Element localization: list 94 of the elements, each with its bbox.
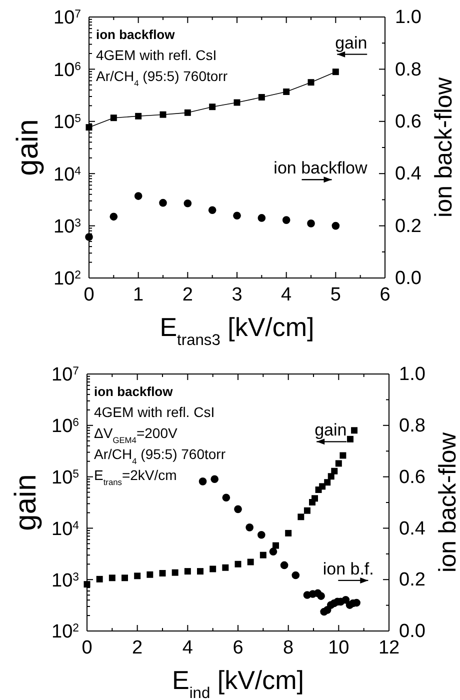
x-tick-label: 2 [182, 284, 193, 306]
x-tick-label: 6 [232, 637, 244, 658]
point [146, 571, 154, 578]
point [298, 514, 304, 520]
y-tick-label: 10$^{4}$ [52, 518, 79, 540]
point [234, 99, 240, 106]
x-tick-label: 5 [330, 284, 341, 306]
y-tick-label: 10$^{4}$ [54, 164, 81, 186]
legend-label: gain [335, 33, 368, 52]
y2-axis-title: ion back-flow [434, 432, 460, 573]
point [304, 507, 310, 514]
y2-tick-label: 1.0 [399, 364, 426, 386]
x-axis-title: E$_{trans3}$ [kV/cm] [160, 312, 314, 348]
y-tick-label: 10$^{6}$ [52, 416, 79, 438]
point [247, 558, 254, 566]
point [351, 427, 358, 434]
point [258, 94, 265, 101]
point [332, 68, 339, 76]
y2-tick-label: 0.6 [395, 111, 422, 132]
point [84, 581, 90, 588]
point [122, 574, 128, 582]
point [324, 479, 331, 486]
point [184, 109, 191, 116]
point [335, 460, 342, 467]
x-tick-label: 1 [133, 284, 144, 306]
annotation: Ar/CH$_{4}$ (95:5) 760torr [94, 446, 226, 466]
point [222, 564, 229, 571]
x-tick-label: 6 [380, 284, 390, 306]
point [172, 569, 178, 576]
y-axis-title: gain [10, 474, 42, 531]
point [285, 530, 292, 536]
point [210, 566, 216, 572]
point [308, 79, 314, 86]
series-label: gain [314, 420, 347, 440]
y-tick-label: 10$^{2}$ [54, 268, 81, 290]
annotation: ΔV$_{GEM4}$=200V [94, 425, 178, 445]
y-tick-label: 10$^{5}$ [54, 112, 81, 134]
text: ion backflow [94, 384, 174, 399]
x-tick-label: 12 [378, 637, 400, 658]
x-tick-label: 10 [328, 637, 350, 658]
point [283, 88, 290, 95]
x-tick-label: 2 [132, 637, 143, 658]
point [134, 572, 141, 580]
point [96, 576, 103, 582]
x-axis-title: E$_{ind}$ [kV/cm] [172, 665, 304, 700]
y2-tick-label: 0.0 [399, 621, 426, 642]
y-tick-label: 10$^{5}$ [52, 467, 79, 488]
y2-tick-label: 0.4 [395, 164, 422, 185]
annotation: E$_{trans}$=2kV/cm [94, 467, 177, 487]
y-tick-label: 10$^{3}$ [54, 216, 81, 238]
point [260, 552, 266, 558]
point [272, 542, 279, 549]
annotation: 4GEM with refl. CsI [96, 47, 217, 63]
point [108, 574, 116, 582]
point [319, 483, 326, 490]
y2-tick-label: 0.8 [395, 59, 422, 80]
point [234, 560, 242, 568]
x-tick-label: 0 [82, 637, 92, 658]
annotation: 4GEM with refl. CsI [94, 404, 215, 420]
y2-tick-label: 0.8 [399, 415, 426, 436]
y2-tick-label: 1.0 [395, 7, 422, 28]
point [209, 104, 216, 110]
y2-tick-label: 0.2 [399, 570, 426, 591]
y-tick-label: 10$^{2}$ [52, 622, 79, 643]
point [86, 124, 92, 131]
x-tick-label: 0 [84, 284, 94, 306]
point [184, 568, 191, 575]
y-tick-label: 10$^{7}$ [52, 364, 79, 386]
series-label: ion b.f. [322, 559, 374, 578]
x-tick-label: 4 [182, 637, 194, 658]
annotation: Ar/CH$_{4}$ (95:5) 760torr [96, 68, 228, 88]
point [347, 436, 354, 442]
point [159, 570, 166, 576]
x-tick-label: 3 [232, 284, 242, 306]
y-tick-label: 10$^{7}$ [54, 8, 81, 29]
y2-tick-label: 0.4 [399, 518, 426, 540]
point [340, 452, 346, 459]
y2-axis-title: ion back-flow [430, 76, 458, 218]
y2-tick-label: 0.0 [395, 268, 422, 290]
text: ion backflow [96, 27, 176, 42]
y-tick-label: 10$^{3}$ [52, 570, 79, 592]
text: ion backflow [274, 158, 368, 178]
point [331, 468, 338, 474]
point [197, 568, 204, 575]
y-axis-title: gain [12, 119, 44, 176]
y2-tick-label: 0.2 [395, 216, 422, 237]
x-tick-label: 4 [281, 284, 292, 306]
y2-tick-label: 0.6 [399, 466, 426, 488]
x-tick-label: 8 [283, 637, 294, 658]
point [110, 114, 117, 122]
point [312, 495, 318, 502]
point [135, 112, 142, 120]
y-tick-label: 10$^{6}$ [54, 60, 81, 81]
point [160, 111, 166, 118]
